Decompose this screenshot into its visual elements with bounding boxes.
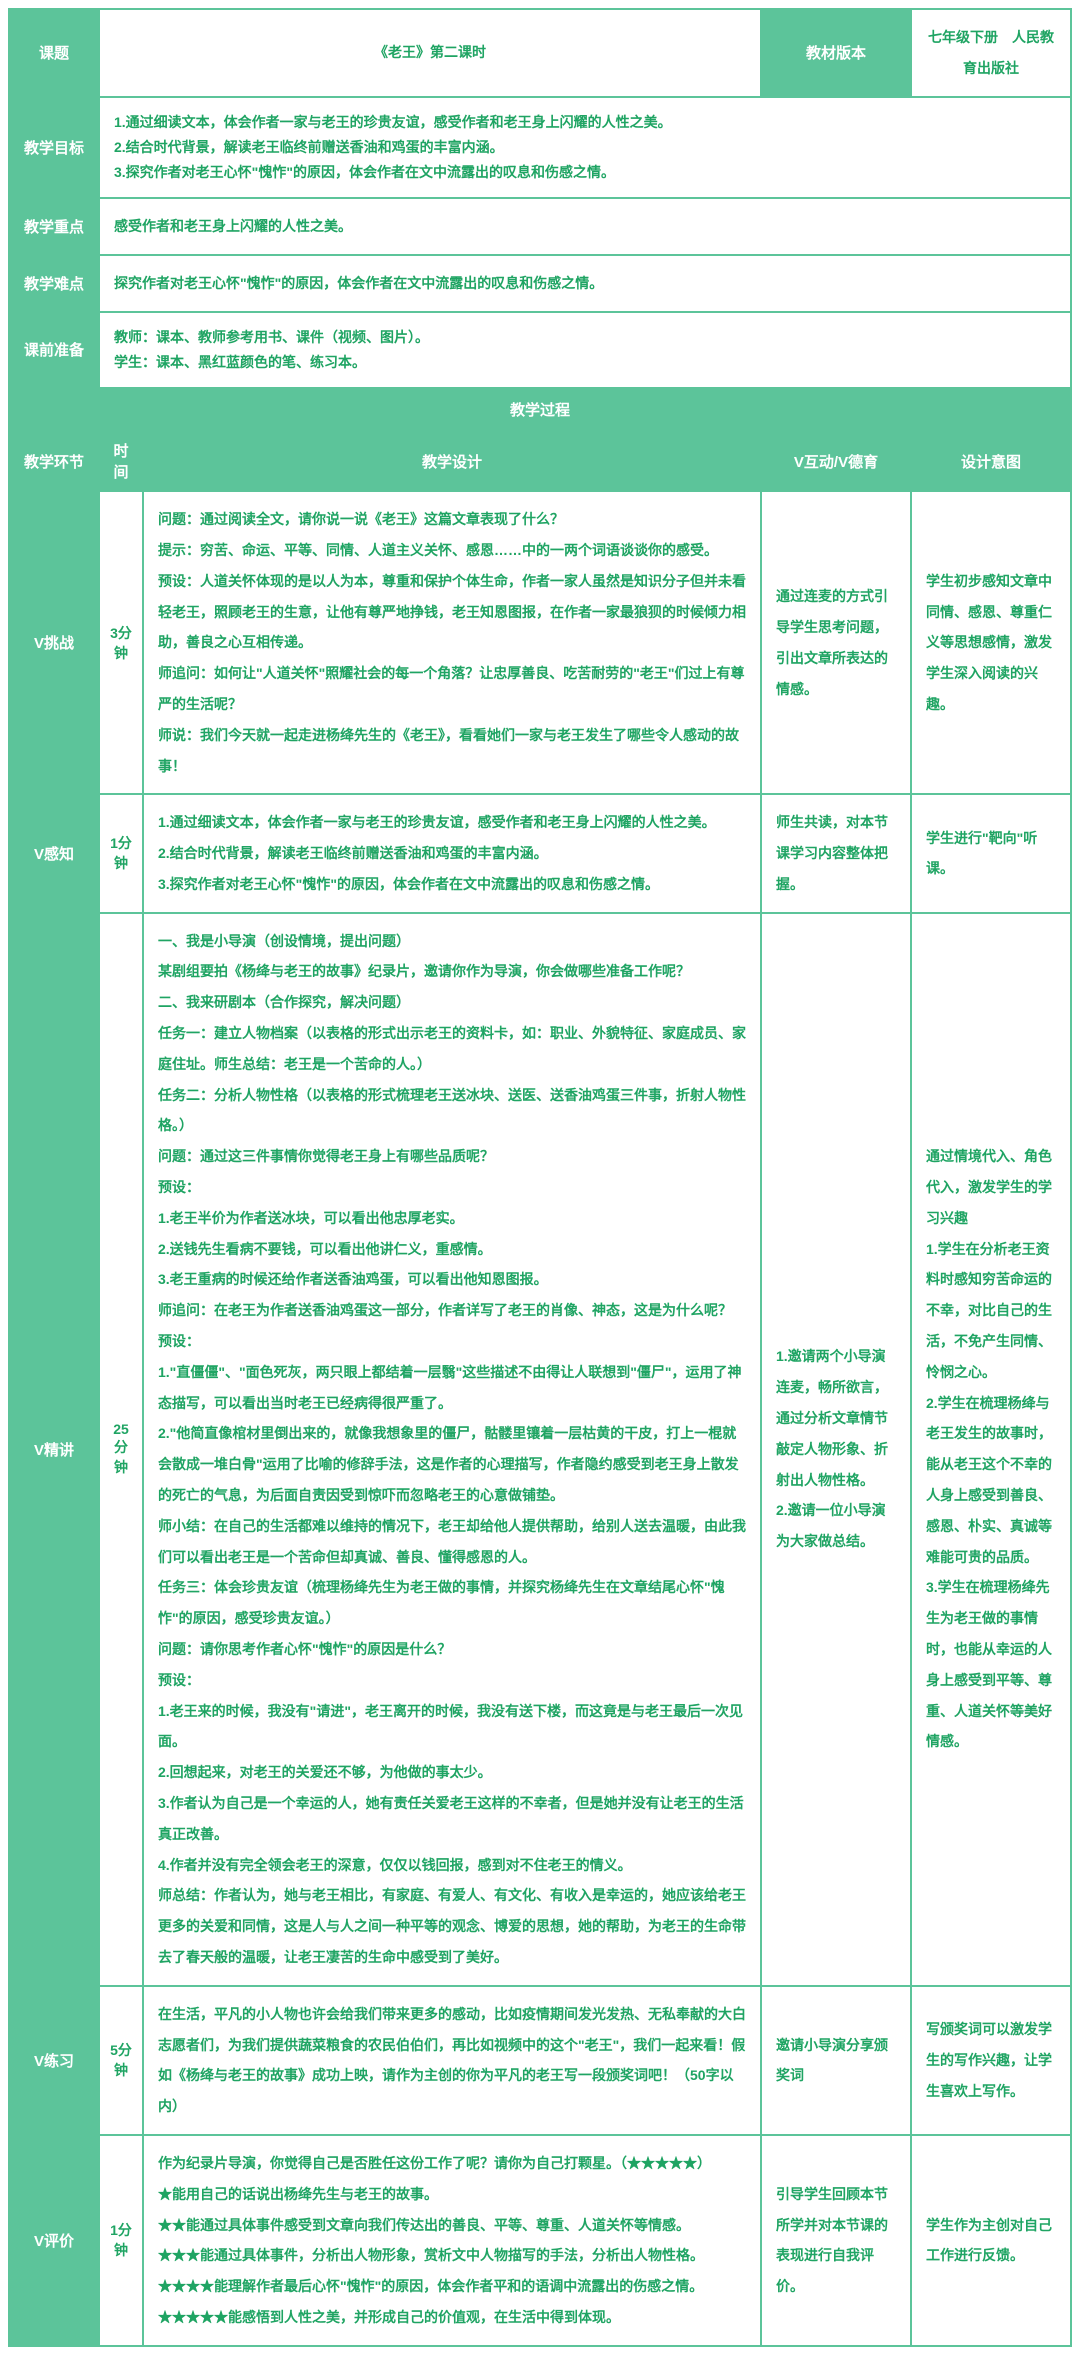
interact-cell: 引导学生回顾本节所学并对本节课的表现进行自我评价。 <box>761 2135 911 2346</box>
stage-cell: V练习 <box>9 1986 99 2135</box>
design-cell: 一、我是小导演（创设情境，提出问题）某剧组要拍《杨绛与老王的故事》纪录片，邀请你… <box>143 913 761 1986</box>
table-row: V挑战 3分钟 问题：通过阅读全文，请你说一说《老王》这篇文章表现了什么？提示：… <box>9 491 1071 794</box>
column-header-row: 教学环节 时间 教学设计 V互动/V德育 设计意图 <box>9 431 1071 491</box>
stage-cell: V评价 <box>9 2135 99 2346</box>
intent-cell: 通过情境代入、角色代入，激发学生的学习兴趣1.学生在分析老王资料时感知穷苦命运的… <box>911 913 1071 1986</box>
process-header-row: 教学过程 <box>9 388 1071 431</box>
meta-row-prep: 课前准备 教师：课本、教师参考用书、课件（视频、图片）。学生：课本、黑红蓝颜色的… <box>9 312 1071 388</box>
stage-cell: V精讲 <box>9 913 99 1986</box>
interact-cell: 1.邀请两个小导演连麦，畅所欲言，通过分析文章情节敲定人物形象、折射出人物性格。… <box>761 913 911 1986</box>
stage-cell: V挑战 <box>9 491 99 794</box>
col-stage: 教学环节 <box>9 431 99 491</box>
table-row: V评价 1分钟 作为纪录片导演，你觉得自己是否胜任这份工作了呢？请你为自己打颗星… <box>9 2135 1071 2346</box>
lesson-plan-table: 课题 《老王》第二课时 教材版本 七年级下册 人民教育出版社 教学目标 1.通过… <box>8 8 1072 2347</box>
interact-cell: 邀请小导演分享颁奖词 <box>761 1986 911 2135</box>
table-row: V练习 5分钟 在生活，平凡的小人物也许会给我们带来更多的感动，比如疫情期间发光… <box>9 1986 1071 2135</box>
time-cell: 5分钟 <box>99 1986 143 2135</box>
goal-label: 教学目标 <box>9 97 99 199</box>
focus-value: 感受作者和老王身上闪耀的人性之美。 <box>99 198 1071 255</box>
time-cell: 3分钟 <box>99 491 143 794</box>
intent-cell: 学生初步感知文章中同情、感恩、尊重仁义等思想感情，激发学生深入阅读的兴趣。 <box>911 491 1071 794</box>
meta-row-lesson: 课题 《老王》第二课时 教材版本 七年级下册 人民教育出版社 <box>9 9 1071 97</box>
col-design: 教学设计 <box>143 431 761 491</box>
intent-cell: 学生进行"靶向"听课。 <box>911 794 1071 912</box>
meta-row-difficulty: 教学难点 探究作者对老王心怀"愧怍"的原因，体会作者在文中流露出的叹息和伤感之情… <box>9 255 1071 312</box>
lesson-value: 《老王》第二课时 <box>99 9 761 97</box>
design-cell: 在生活，平凡的小人物也许会给我们带来更多的感动，比如疫情期间发光发热、无私奉献的… <box>143 1986 761 2135</box>
meta-row-focus: 教学重点 感受作者和老王身上闪耀的人性之美。 <box>9 198 1071 255</box>
prep-label: 课前准备 <box>9 312 99 388</box>
stage-cell: V感知 <box>9 794 99 912</box>
prep-value: 教师：课本、教师参考用书、课件（视频、图片）。学生：课本、黑红蓝颜色的笔、练习本… <box>99 312 1071 388</box>
interact-cell: 通过连麦的方式引导学生思考问题，引出文章所表达的情感。 <box>761 491 911 794</box>
col-interact: V互动/V德育 <box>761 431 911 491</box>
design-cell: 问题：通过阅读全文，请你说一说《老王》这篇文章表现了什么？提示：穷苦、命运、平等… <box>143 491 761 794</box>
meta-row-goal: 教学目标 1.通过细读文本，体会作者一家与老王的珍贵友谊，感受作者和老王身上闪耀… <box>9 97 1071 199</box>
table-row: V精讲 25分钟 一、我是小导演（创设情境，提出问题）某剧组要拍《杨绛与老王的故… <box>9 913 1071 1986</box>
col-time: 时间 <box>99 431 143 491</box>
design-cell: 1.通过细读文本，体会作者一家与老王的珍贵友谊，感受作者和老王身上闪耀的人性之美… <box>143 794 761 912</box>
goal-value: 1.通过细读文本，体会作者一家与老王的珍贵友谊，感受作者和老王身上闪耀的人性之美… <box>99 97 1071 199</box>
interact-cell: 师生共读，对本节课学习内容整体把握。 <box>761 794 911 912</box>
focus-label: 教学重点 <box>9 198 99 255</box>
lesson-label: 课题 <box>9 9 99 97</box>
table-row: V感知 1分钟 1.通过细读文本，体会作者一家与老王的珍贵友谊，感受作者和老王身… <box>9 794 1071 912</box>
design-cell: 作为纪录片导演，你觉得自己是否胜任这份工作了呢？请你为自己打颗星。（★★★★★）… <box>143 2135 761 2346</box>
time-cell: 1分钟 <box>99 2135 143 2346</box>
time-cell: 25分钟 <box>99 913 143 1986</box>
difficulty-label: 教学难点 <box>9 255 99 312</box>
process-header: 教学过程 <box>9 388 1071 431</box>
version-label: 教材版本 <box>761 9 911 97</box>
version-value: 七年级下册 人民教育出版社 <box>911 9 1071 97</box>
intent-cell: 学生作为主创对自己工作进行反馈。 <box>911 2135 1071 2346</box>
difficulty-value: 探究作者对老王心怀"愧怍"的原因，体会作者在文中流露出的叹息和伤感之情。 <box>99 255 1071 312</box>
time-cell: 1分钟 <box>99 794 143 912</box>
intent-cell: 写颁奖词可以激发学生的写作兴趣，让学生喜欢上写作。 <box>911 1986 1071 2135</box>
col-intent: 设计意图 <box>911 431 1071 491</box>
